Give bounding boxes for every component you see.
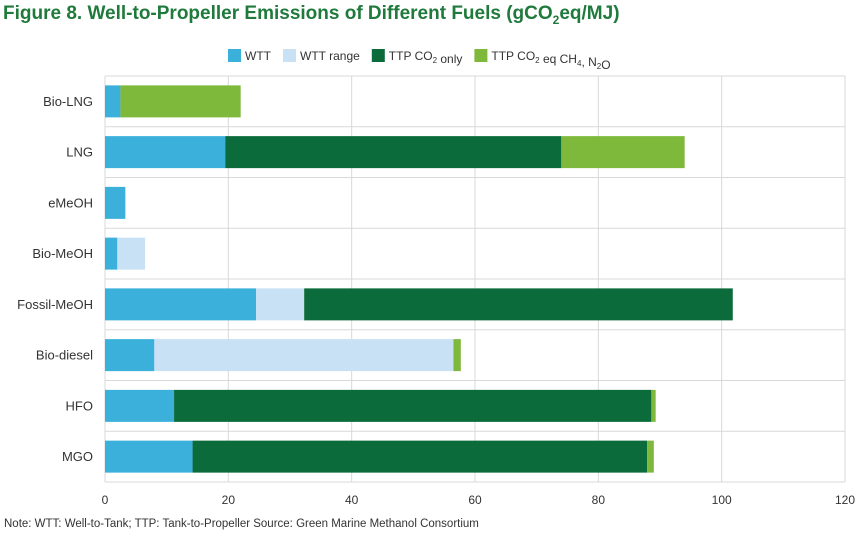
bar-bio-diesel-series-0	[105, 339, 155, 372]
category-label: Bio-diesel	[36, 348, 93, 363]
category-label: MGO	[62, 449, 93, 464]
chart-bars	[105, 85, 733, 473]
category-label: LNG	[66, 145, 93, 160]
bar-emeoh-series-0	[105, 186, 126, 219]
x-tick-label: 120	[835, 493, 855, 507]
bar-lng-series-0	[105, 136, 226, 169]
bar-bio-meoh-series-1	[117, 237, 146, 270]
category-label: Fossil-MeOH	[17, 297, 93, 312]
bar-bio-meoh-series-0	[105, 237, 118, 270]
category-label: eMeOH	[48, 195, 93, 210]
legend-label-2: TTP CO2 only	[389, 49, 463, 66]
bar-hfo-series-2	[174, 389, 652, 422]
x-tick-label: 80	[592, 493, 606, 507]
bar-fossil-meoh-series-1	[256, 288, 305, 321]
bar-fossil-meoh-series-0	[105, 288, 257, 321]
bar-bio-lng-series-0	[105, 85, 121, 118]
figure-title-main: Figure 8. Well-to-Propeller Emissions of…	[3, 3, 553, 24]
figure-title-end: eq/MJ)	[559, 3, 620, 24]
legend-swatch-1	[283, 49, 296, 62]
legend-swatch-0	[228, 49, 241, 62]
bar-hfo-series-3	[651, 389, 656, 422]
category-label: HFO	[66, 398, 93, 413]
category-label: Bio-MeOH	[32, 246, 93, 261]
bar-bio-diesel-series-1	[154, 339, 454, 372]
bar-hfo-series-0	[105, 389, 175, 422]
bar-lng-series-2	[225, 136, 562, 169]
category-label: Bio-LNG	[43, 94, 93, 109]
bar-fossil-meoh-series-2	[304, 288, 733, 321]
x-axis-ticks: 0 20 40 60 80 100 120	[102, 493, 856, 507]
x-tick-label: 0	[102, 493, 109, 507]
x-tick-label: 40	[345, 493, 359, 507]
bar-mgo-series-3	[647, 440, 654, 473]
x-tick-label: 100	[712, 493, 732, 507]
x-tick-label: 60	[468, 493, 482, 507]
legend-label-0: WTT	[245, 49, 272, 63]
bar-mgo-series-2	[192, 440, 648, 473]
chart-gridlines	[104, 75, 846, 483]
bar-lng-series-3	[561, 136, 685, 169]
figure-title: Figure 8. Well-to-Propeller Emissions of…	[3, 3, 620, 27]
legend-swatch-2	[371, 49, 385, 62]
legend-swatch-3	[474, 49, 488, 62]
x-tick-label: 20	[222, 493, 236, 507]
figure-title-subscript: 2	[552, 12, 560, 27]
bar-mgo-series-0	[105, 440, 193, 473]
bar-bio-diesel-series-3	[453, 339, 461, 372]
legend-label-1: WTT range	[300, 49, 360, 63]
chart-legend: WTT WTT range TTP CO2 only TTP CO2 eq CH4, …	[228, 49, 611, 72]
category-labels: Bio-LNG LNG eMeOH Bio-MeOH Fossil-MeOH Bio-di…	[17, 94, 93, 464]
chart-note: Note: WTT: Well-to-Tank; TTP: Tank-to-Pr…	[4, 518, 479, 530]
legend-label-3: TTP CO2 eq CH4, N2O	[491, 49, 610, 72]
bar-bio-lng-series-3	[120, 85, 241, 118]
